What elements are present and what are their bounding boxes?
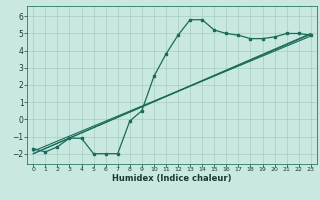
X-axis label: Humidex (Indice chaleur): Humidex (Indice chaleur) bbox=[112, 174, 232, 183]
